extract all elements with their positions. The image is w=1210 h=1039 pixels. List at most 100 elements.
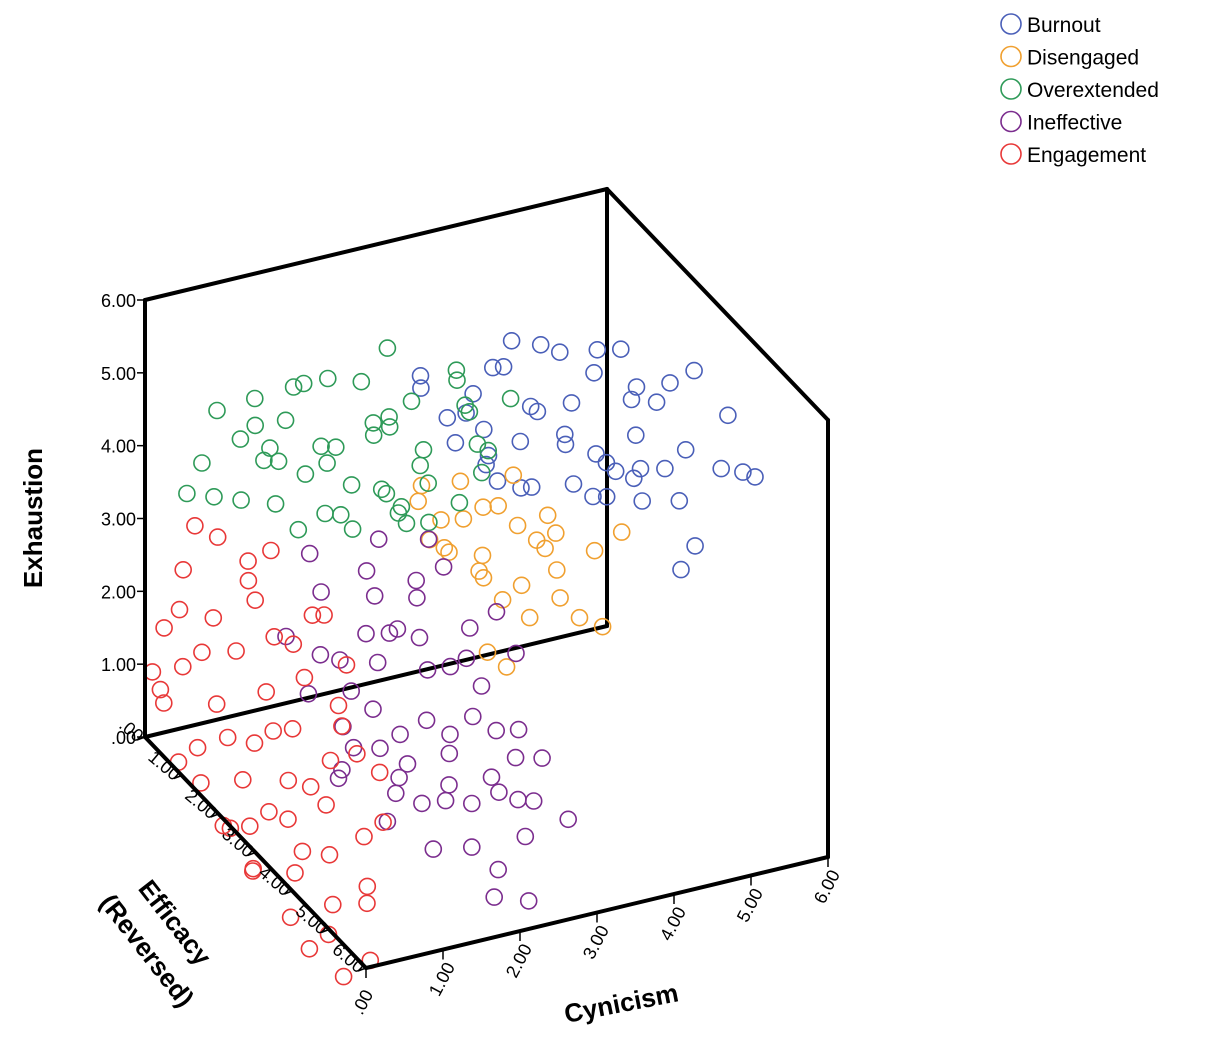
data-point <box>370 763 389 782</box>
data-point <box>246 389 264 408</box>
data-point <box>417 711 436 730</box>
data-point <box>295 668 314 687</box>
data-point <box>369 530 388 549</box>
data-point <box>564 475 583 493</box>
data-point <box>318 454 336 472</box>
data-point <box>364 414 383 432</box>
data-point <box>485 888 504 906</box>
data-point <box>409 492 428 511</box>
data-point <box>303 606 322 625</box>
data-point <box>205 487 223 506</box>
data-point <box>436 791 455 810</box>
data-point <box>380 408 398 426</box>
data-point <box>392 497 411 516</box>
y-tick-mark <box>284 890 293 895</box>
data-point <box>647 393 666 412</box>
box-back-edges <box>143 187 609 739</box>
data-point <box>463 707 482 726</box>
y-tick-mark <box>136 736 146 741</box>
data-point <box>479 446 498 465</box>
data-point <box>719 406 737 425</box>
data-point <box>507 644 525 663</box>
data-point <box>556 435 575 454</box>
data-point <box>627 378 646 396</box>
data-point <box>712 459 731 478</box>
data-point <box>208 528 227 546</box>
data-point <box>355 827 373 846</box>
data-point <box>411 456 430 475</box>
data-point <box>380 418 399 436</box>
y-tick-label: 2.00 <box>181 785 221 823</box>
data-point <box>155 619 173 637</box>
box-edge <box>143 187 609 302</box>
data-point <box>365 587 384 605</box>
data-point <box>204 609 223 627</box>
data-point <box>186 516 204 535</box>
data-point <box>321 751 340 770</box>
data-point <box>512 576 531 595</box>
data-point <box>318 369 337 388</box>
data-point <box>234 770 252 789</box>
data-point <box>378 339 397 357</box>
legend-marker <box>1000 143 1022 165</box>
legend-item-ineffective: Ineffective <box>1000 110 1122 135</box>
data-point <box>670 491 689 510</box>
data-point <box>246 416 264 435</box>
data-point <box>320 845 339 864</box>
data-point <box>269 452 288 471</box>
data-point <box>296 465 315 483</box>
series-disengaged <box>409 466 631 676</box>
data-point <box>207 695 226 713</box>
y-tick-mark <box>247 851 256 857</box>
data-point <box>420 513 438 532</box>
data-point <box>488 472 507 490</box>
legend-item-burnout: Burnout <box>1000 13 1101 37</box>
x-tick-label: 1.00 <box>425 959 459 999</box>
data-point <box>352 372 371 391</box>
data-point <box>562 394 581 412</box>
data-point <box>585 363 603 382</box>
data-point <box>364 426 383 445</box>
data-point <box>174 560 192 579</box>
data-point <box>521 397 540 416</box>
data-point <box>524 792 543 810</box>
data-point <box>397 514 416 533</box>
data-point <box>472 677 491 695</box>
data-point <box>264 722 283 740</box>
data-point <box>509 720 528 739</box>
data-point <box>506 748 525 767</box>
data-point <box>536 539 554 558</box>
data-point <box>334 967 353 986</box>
data-point <box>377 484 396 503</box>
data-point <box>440 744 459 763</box>
data-point <box>489 496 508 515</box>
x-tick-label: 5.00 <box>733 885 767 925</box>
data-point <box>261 439 279 457</box>
data-point <box>255 451 273 470</box>
z-tick-label: 6.00 <box>101 291 136 311</box>
data-point <box>585 541 604 560</box>
box-edge <box>605 187 830 422</box>
data-point <box>402 392 421 411</box>
data-point <box>289 520 308 539</box>
data-point <box>344 738 363 757</box>
data-point <box>746 468 764 486</box>
y-tick-label: 3.00 <box>218 824 258 862</box>
data-point <box>357 624 375 643</box>
data-point <box>438 408 457 427</box>
data-point <box>372 480 391 499</box>
data-point <box>413 794 431 813</box>
data-point <box>333 760 351 779</box>
series-burnout <box>411 331 764 579</box>
data-point <box>329 769 348 788</box>
box-edge <box>143 624 609 739</box>
data-point <box>227 642 245 660</box>
data-point <box>326 438 345 457</box>
data-point <box>193 454 211 472</box>
data-point <box>462 838 481 856</box>
data-point <box>446 433 465 452</box>
y-tick-mark <box>210 813 219 818</box>
data-point <box>487 602 506 621</box>
data-point <box>410 628 429 647</box>
